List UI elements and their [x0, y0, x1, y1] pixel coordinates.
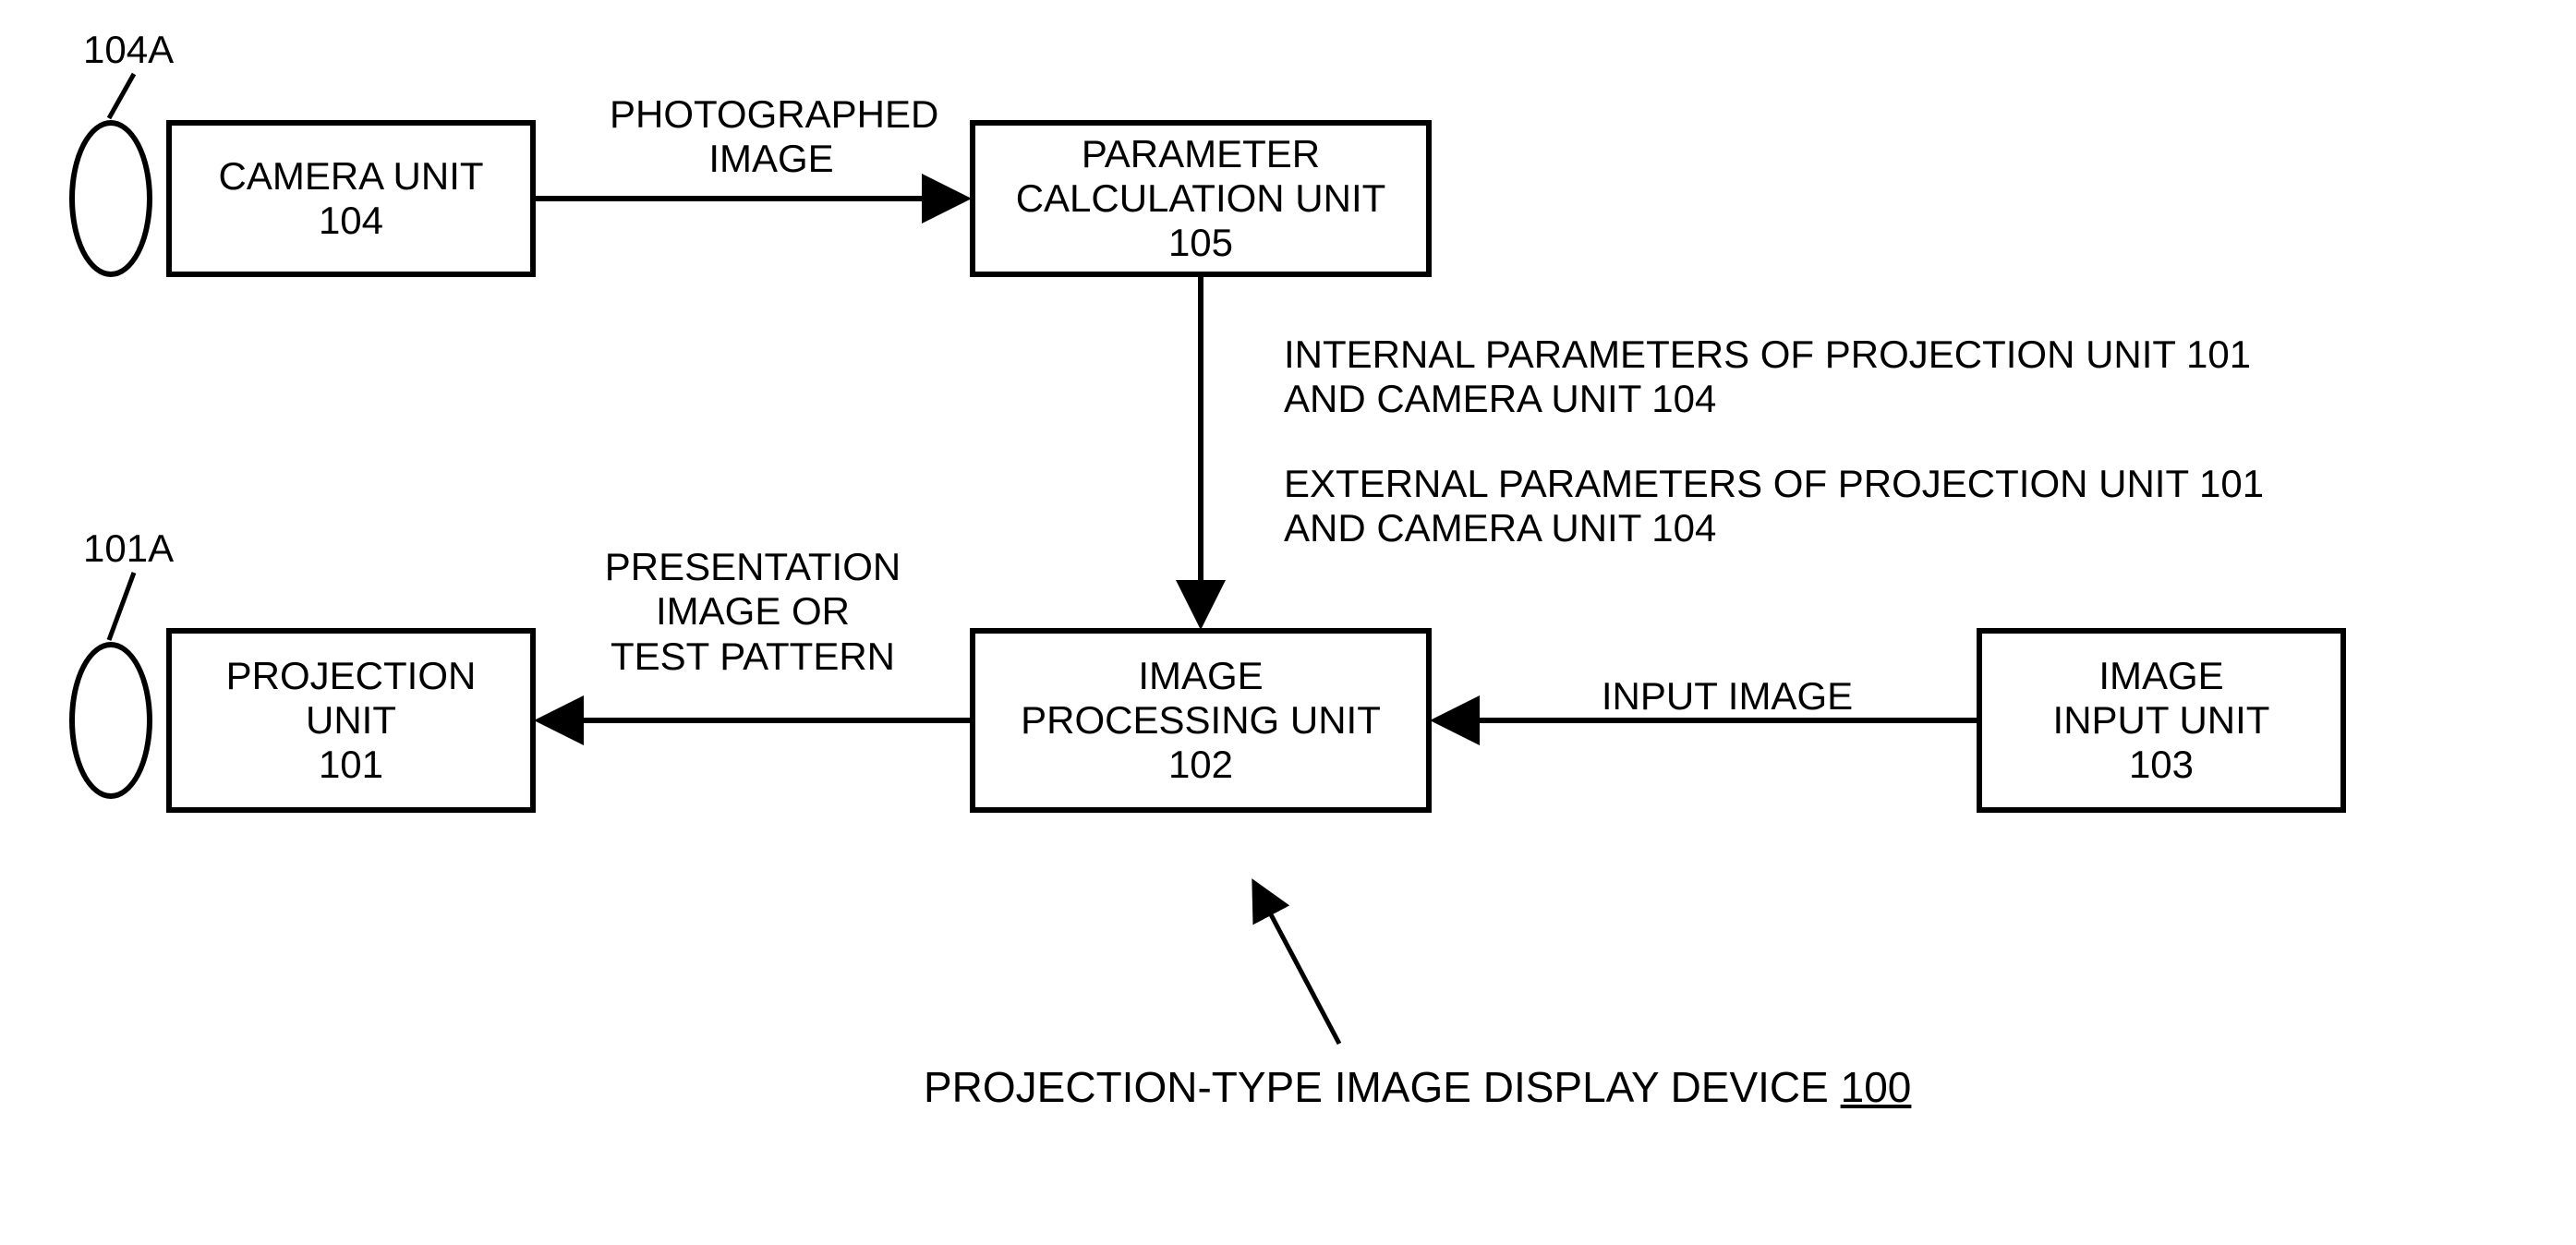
- lead-line-101a: [109, 573, 134, 640]
- parameter-calc-title1: PARAMETER: [1082, 132, 1320, 176]
- image-processing-title1: IMAGE: [1138, 654, 1263, 698]
- camera-unit-box: CAMERA UNIT 104: [166, 120, 536, 277]
- camera-unit-title: CAMERA UNIT: [218, 154, 483, 199]
- photographed-image-label-1: PHOTOGRAPHED: [610, 92, 933, 137]
- projection-unit-ref: 101: [319, 743, 383, 787]
- device-caption: PROJECTION-TYPE IMAGE DISPLAY DEVICE 100: [924, 1062, 1911, 1112]
- projection-unit-title2: UNIT: [306, 698, 396, 743]
- photographed-image-label-2: IMAGE: [610, 137, 933, 181]
- external-params-label-1: EXTERNAL PARAMETERS OF PROJECTION UNIT 1…: [1284, 462, 2264, 506]
- input-image-label: INPUT IMAGE: [1589, 674, 1866, 719]
- internal-params-label-1: INTERNAL PARAMETERS OF PROJECTION UNIT 1…: [1284, 332, 2251, 377]
- image-input-ref: 103: [2129, 743, 2194, 787]
- device-caption-ref: 100: [1841, 1063, 1912, 1111]
- photographed-image-label: PHOTOGRAPHED IMAGE: [610, 92, 933, 182]
- external-params-label-2: AND CAMERA UNIT 104: [1284, 506, 2264, 550]
- image-processing-ref: 102: [1168, 743, 1233, 787]
- projection-lens-label: 101A: [83, 526, 174, 571]
- image-processing-box: IMAGE PROCESSING UNIT 102: [970, 628, 1432, 813]
- parameter-calc-box: PARAMETER CALCULATION UNIT 105: [970, 120, 1432, 277]
- internal-params-label: INTERNAL PARAMETERS OF PROJECTION UNIT 1…: [1284, 332, 2251, 422]
- projection-lens-icon: [69, 642, 152, 799]
- presentation-image-label-3: TEST PATTERN: [591, 635, 914, 679]
- image-processing-title2: PROCESSING UNIT: [1021, 698, 1381, 743]
- camera-lens-label: 104A: [83, 28, 174, 72]
- internal-params-label-2: AND CAMERA UNIT 104: [1284, 377, 2251, 421]
- projection-unit-box: PROJECTION UNIT 101: [166, 628, 536, 813]
- parameter-calc-title2: CALCULATION UNIT: [1016, 176, 1386, 221]
- projection-unit-title1: PROJECTION: [226, 654, 477, 698]
- external-params-label: EXTERNAL PARAMETERS OF PROJECTION UNIT 1…: [1284, 462, 2264, 551]
- parameter-calc-ref: 105: [1168, 221, 1233, 265]
- image-input-title2: INPUT UNIT: [2053, 698, 2270, 743]
- image-input-title1: IMAGE: [2098, 654, 2223, 698]
- footer-lead-arrow: [1256, 887, 1339, 1044]
- presentation-image-label-2: IMAGE OR: [591, 589, 914, 634]
- device-caption-prefix: PROJECTION-TYPE IMAGE DISPLAY DEVICE: [924, 1063, 1841, 1111]
- presentation-image-label: PRESENTATION IMAGE OR TEST PATTERN: [591, 545, 914, 679]
- camera-unit-ref: 104: [319, 199, 383, 243]
- presentation-image-label-1: PRESENTATION: [591, 545, 914, 589]
- lead-line-104a: [109, 74, 134, 118]
- camera-lens-icon: [69, 120, 152, 277]
- diagram-canvas: 104A 101A CAMERA UNIT 104 PARAMETER CALC…: [0, 0, 2576, 1245]
- image-input-box: IMAGE INPUT UNIT 103: [1977, 628, 2346, 813]
- input-image-label-1: INPUT IMAGE: [1589, 674, 1866, 719]
